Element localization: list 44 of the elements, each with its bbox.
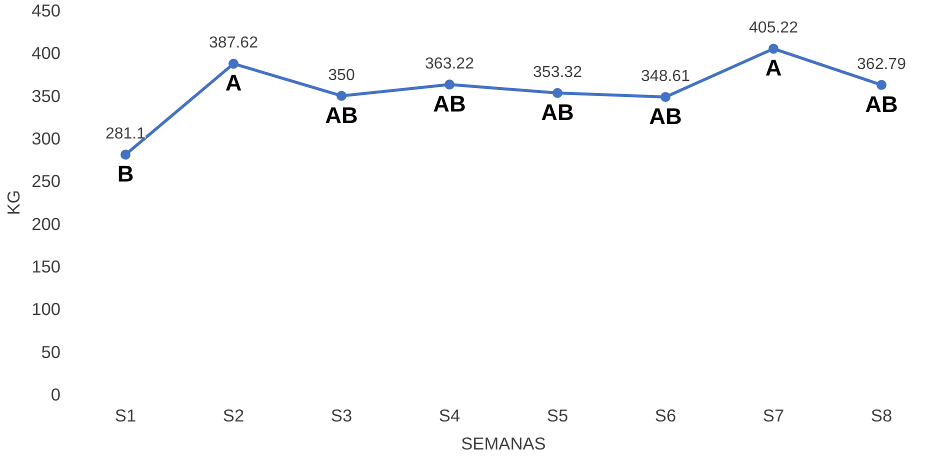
y-tick-label: 400 xyxy=(32,43,61,64)
data-label: 363.22 xyxy=(425,56,474,73)
annotation: AB xyxy=(325,102,358,128)
x-tick-label: S3 xyxy=(330,406,352,426)
annotation: AB xyxy=(541,99,574,125)
point xyxy=(876,80,886,90)
x-tick-label: S5 xyxy=(546,406,568,426)
annotation: A xyxy=(765,54,782,81)
annotation: B xyxy=(117,160,134,187)
point xyxy=(228,58,238,69)
point xyxy=(660,92,670,102)
y-axis-title: KG xyxy=(4,190,24,216)
annotation: A xyxy=(225,70,242,96)
x-tick-label: S2 xyxy=(222,406,244,426)
y-tick-label: 250 xyxy=(32,171,61,192)
annotation: AB xyxy=(649,103,682,130)
point xyxy=(552,88,562,98)
data-label: 353.32 xyxy=(533,64,582,81)
x-tick-label: S7 xyxy=(762,406,784,426)
data-label: 405.22 xyxy=(749,20,798,37)
x-tick-label: S6 xyxy=(654,406,676,426)
point xyxy=(444,80,454,90)
data-label: 348.61 xyxy=(641,68,690,86)
point xyxy=(120,150,130,160)
x-tick-label: S4 xyxy=(438,406,460,426)
data-label: 387.62 xyxy=(209,34,258,52)
data-label: 350 xyxy=(328,66,355,84)
y-tick-label: 0 xyxy=(50,384,61,404)
data-label: 362.79 xyxy=(857,56,906,73)
data-label: 281.1 xyxy=(105,126,146,143)
x-tick-label: S8 xyxy=(870,406,892,426)
point xyxy=(336,90,346,101)
y-tick-label: 450 xyxy=(32,0,61,20)
annotation: AB xyxy=(865,90,898,117)
y-tick-label: 200 xyxy=(32,214,61,234)
x-tick-label: S1 xyxy=(114,406,136,426)
x-axis-title: SEMANAS xyxy=(461,434,546,454)
y-tick-label: 300 xyxy=(32,128,61,148)
y-tick-label: 100 xyxy=(32,299,61,320)
y-tick-label: 50 xyxy=(41,342,61,362)
annotation: AB xyxy=(433,90,466,117)
point xyxy=(768,44,778,54)
y-tick-label: 350 xyxy=(32,86,61,106)
y-tick-label: 150 xyxy=(32,256,61,276)
